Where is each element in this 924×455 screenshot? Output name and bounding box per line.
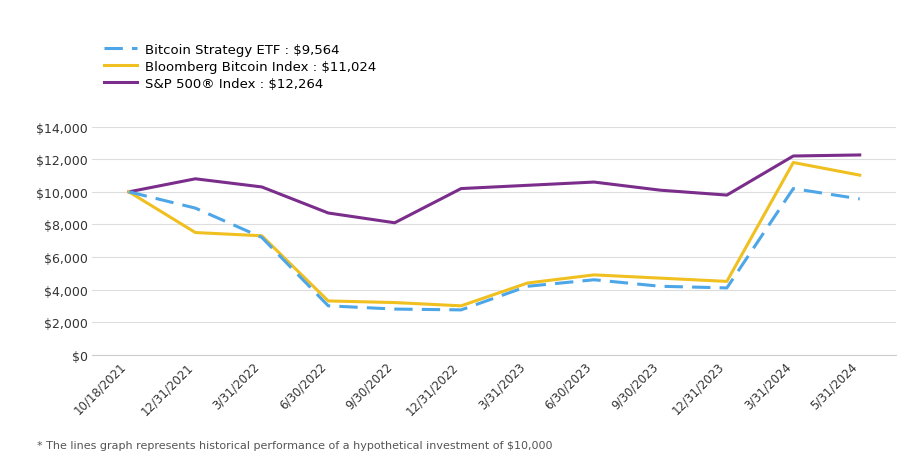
S&P 500® Index : $12,264: (6, 1.04e+04): $12,264: (6, 1.04e+04) [522,183,533,189]
Bloomberg Bitcoin Index : $11,024: (4, 3.2e+03): $11,024: (4, 3.2e+03) [389,300,400,306]
Bitcoin Strategy ETF : $9,564: (11, 9.56e+03): $9,564: (11, 9.56e+03) [854,197,865,202]
S&P 500® Index : $12,264: (7, 1.06e+04): $12,264: (7, 1.06e+04) [589,180,600,185]
S&P 500® Index : $12,264: (11, 1.23e+04): $12,264: (11, 1.23e+04) [854,153,865,158]
Legend: Bitcoin Strategy ETF : $9,564, Bloomberg Bitcoin Index : $11,024, S&P 500® Index: Bitcoin Strategy ETF : $9,564, Bloomberg… [99,38,382,96]
S&P 500® Index : $12,264: (5, 1.02e+04): $12,264: (5, 1.02e+04) [456,187,467,192]
Bitcoin Strategy ETF : $9,564: (4, 2.8e+03): $9,564: (4, 2.8e+03) [389,307,400,312]
Bitcoin Strategy ETF : $9,564: (10, 1.02e+04): $9,564: (10, 1.02e+04) [788,187,799,192]
S&P 500® Index : $12,264: (0, 1e+04): $12,264: (0, 1e+04) [124,190,135,195]
Bloomberg Bitcoin Index : $11,024: (8, 4.7e+03): $11,024: (8, 4.7e+03) [655,276,666,281]
Bitcoin Strategy ETF : $9,564: (1, 9e+03): $9,564: (1, 9e+03) [189,206,201,212]
Bitcoin Strategy ETF : $9,564: (8, 4.2e+03): $9,564: (8, 4.2e+03) [655,284,666,289]
S&P 500® Index : $12,264: (10, 1.22e+04): $12,264: (10, 1.22e+04) [788,154,799,159]
S&P 500® Index : $12,264: (9, 9.8e+03): $12,264: (9, 9.8e+03) [722,193,733,198]
S&P 500® Index : $12,264: (3, 8.7e+03): $12,264: (3, 8.7e+03) [322,211,334,216]
Bitcoin Strategy ETF : $9,564: (2, 7.2e+03): $9,564: (2, 7.2e+03) [256,235,267,241]
Line: S&P 500® Index : $12,264: S&P 500® Index : $12,264 [129,156,859,223]
Bitcoin Strategy ETF : $9,564: (3, 3e+03): $9,564: (3, 3e+03) [322,303,334,309]
Bloomberg Bitcoin Index : $11,024: (5, 3e+03): $11,024: (5, 3e+03) [456,303,467,309]
Line: Bitcoin Strategy ETF : $9,564: Bitcoin Strategy ETF : $9,564 [129,189,859,310]
Bloomberg Bitcoin Index : $11,024: (1, 7.5e+03): $11,024: (1, 7.5e+03) [189,230,201,236]
Bloomberg Bitcoin Index : $11,024: (0, 1e+04): $11,024: (0, 1e+04) [124,190,135,195]
Bitcoin Strategy ETF : $9,564: (6, 4.2e+03): $9,564: (6, 4.2e+03) [522,284,533,289]
Bloomberg Bitcoin Index : $11,024: (9, 4.5e+03): $11,024: (9, 4.5e+03) [722,279,733,284]
Bitcoin Strategy ETF : $9,564: (9, 4.1e+03): $9,564: (9, 4.1e+03) [722,286,733,291]
Bitcoin Strategy ETF : $9,564: (0, 1e+04): $9,564: (0, 1e+04) [124,190,135,195]
S&P 500® Index : $12,264: (4, 8.1e+03): $12,264: (4, 8.1e+03) [389,221,400,226]
S&P 500® Index : $12,264: (2, 1.03e+04): $12,264: (2, 1.03e+04) [256,185,267,190]
Bloomberg Bitcoin Index : $11,024: (3, 3.3e+03): $11,024: (3, 3.3e+03) [322,298,334,304]
S&P 500® Index : $12,264: (1, 1.08e+04): $12,264: (1, 1.08e+04) [189,177,201,182]
Line: Bloomberg Bitcoin Index : $11,024: Bloomberg Bitcoin Index : $11,024 [129,163,859,306]
Text: * The lines graph represents historical performance of a hypothetical investment: * The lines graph represents historical … [37,440,553,450]
Bloomberg Bitcoin Index : $11,024: (2, 7.3e+03): $11,024: (2, 7.3e+03) [256,233,267,239]
S&P 500® Index : $12,264: (8, 1.01e+04): $12,264: (8, 1.01e+04) [655,188,666,193]
Bloomberg Bitcoin Index : $11,024: (6, 4.4e+03): $11,024: (6, 4.4e+03) [522,281,533,286]
Bloomberg Bitcoin Index : $11,024: (10, 1.18e+04): $11,024: (10, 1.18e+04) [788,161,799,166]
Bloomberg Bitcoin Index : $11,024: (7, 4.9e+03): $11,024: (7, 4.9e+03) [589,273,600,278]
Bitcoin Strategy ETF : $9,564: (5, 2.75e+03): $9,564: (5, 2.75e+03) [456,308,467,313]
Bitcoin Strategy ETF : $9,564: (7, 4.6e+03): $9,564: (7, 4.6e+03) [589,278,600,283]
Bloomberg Bitcoin Index : $11,024: (11, 1.1e+04): $11,024: (11, 1.1e+04) [854,173,865,178]
